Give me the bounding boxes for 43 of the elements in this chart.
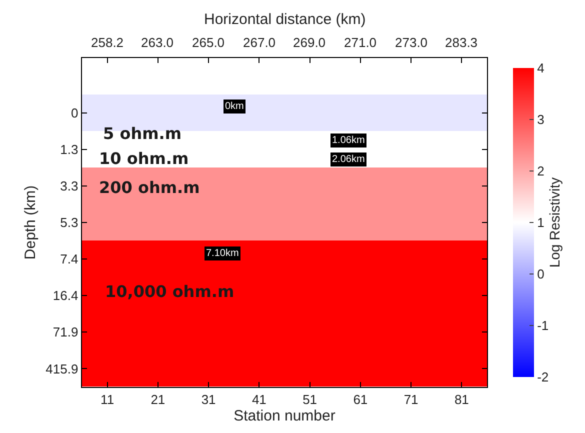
text: 269.0 (293, 35, 326, 50)
color-bar-label: 4 (537, 60, 544, 76)
annotation: 7.10km (206, 248, 239, 259)
x-tick-label: 11 (100, 392, 114, 407)
annotation: 2.06km (332, 154, 365, 165)
x-tick-label: 61 (353, 392, 368, 407)
text: 267.0 (243, 35, 276, 50)
text: 273.0 (395, 35, 428, 50)
x2-axis-title: Horizontal distance (km) (204, 11, 366, 28)
x-axis-title: Station number (234, 408, 336, 425)
color-bar-label: -2 (537, 370, 549, 385)
text: 283.3 (445, 35, 478, 50)
y-tick-label: 71.9 (52, 324, 78, 340)
x-tick-label: 71 (404, 392, 418, 407)
y-tick-label: 1.3 (60, 142, 78, 157)
annotation: 1.06km (332, 135, 365, 146)
color-bar-label: -1 (537, 318, 549, 334)
x-tick-label: 51 (302, 392, 318, 407)
color-bar-label: 1 (537, 215, 544, 230)
y-tick-label: 415.9 (46, 361, 78, 376)
y-tick-label: 5.3 (60, 215, 78, 230)
x-tick-label: 81 (454, 392, 469, 407)
x-tick-label: 41 (252, 392, 266, 407)
y-tick-label: 7.4 (60, 252, 78, 267)
annotation: 10 ohm.m (99, 149, 189, 168)
color-bar-label: 3 (537, 112, 544, 128)
text: 258.2 (91, 35, 124, 50)
annotation: 10,000 ohm.m (105, 282, 234, 301)
annotation: 200 ohm.m (99, 178, 200, 197)
y-tick-label: 16.4 (52, 288, 78, 304)
color-bar-label: 2 (537, 164, 544, 179)
annotation: 0km (225, 101, 244, 112)
text: 265.0 (192, 35, 225, 50)
y-axis-title: Depth (km) (22, 185, 40, 260)
text: 263.0 (141, 35, 174, 50)
text: 271.0 (344, 35, 377, 50)
y-tick-label: 0 (70, 105, 78, 120)
color-bar-title: Log Resistivity (546, 177, 562, 268)
annotation: 5 ohm.m (103, 124, 182, 143)
x-tick-label: 31 (201, 392, 216, 407)
x-tick-label: 21 (150, 392, 166, 407)
color-bar-label: 0 (537, 266, 544, 282)
y-tick-label: 3.3 (60, 178, 78, 194)
